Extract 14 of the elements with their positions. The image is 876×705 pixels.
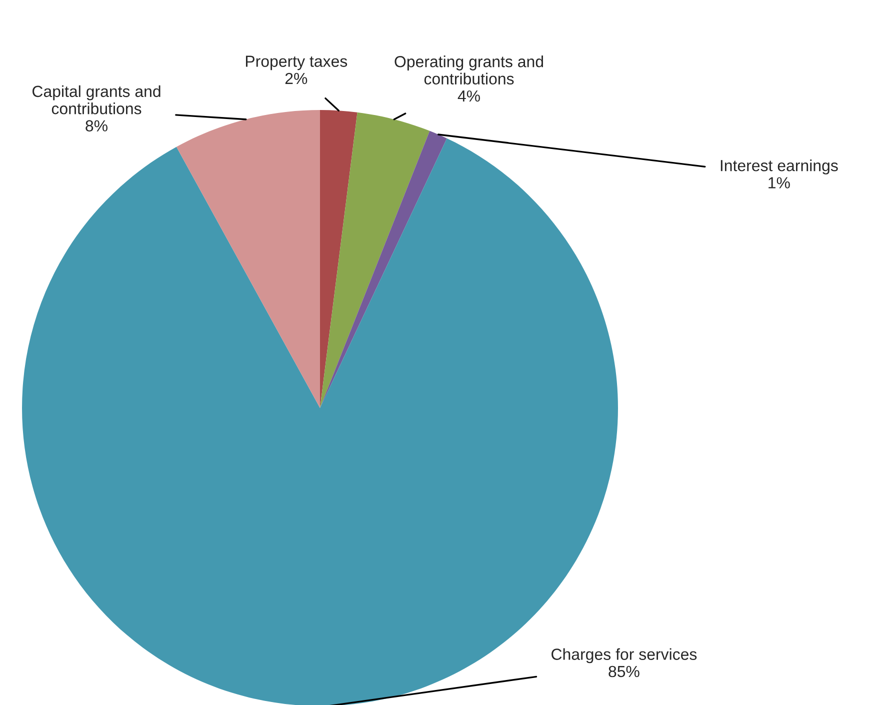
slice-label: Property taxes (246, 56, 348, 70)
pie-slice (320, 130, 447, 408)
slice-label: Charges for services (552, 648, 697, 664)
pie-slice (176, 110, 320, 408)
slice-label: Operating grants and contributions (394, 56, 544, 84)
pie-slice (320, 112, 430, 408)
pie-slice (320, 110, 358, 408)
data-label: 85% (608, 666, 640, 678)
data-label: 4% (458, 90, 480, 102)
data-label: 2% (285, 72, 308, 84)
data-label: 8% (86, 120, 108, 132)
slice-label: Capital grants and contributions (32, 85, 160, 114)
data-label: 1% (768, 177, 790, 188)
slice-label: Interest earnings (720, 160, 838, 174)
